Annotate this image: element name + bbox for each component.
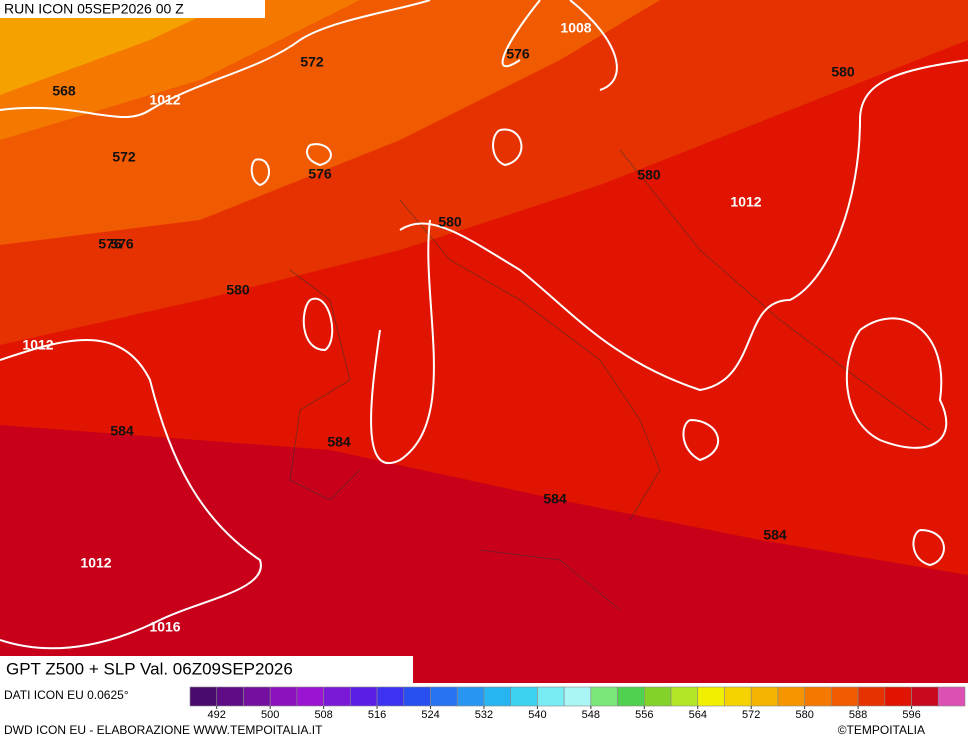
contour-label: 1012 (80, 555, 111, 571)
color-swatch (911, 686, 939, 707)
color-swatch (937, 686, 966, 707)
title-box (0, 656, 413, 683)
tick-label: 524 (421, 709, 439, 721)
tick-label: 548 (582, 709, 600, 721)
contour-label: 580 (831, 64, 855, 80)
color-swatch (350, 686, 378, 707)
color-swatch (430, 686, 458, 707)
color-swatch (831, 686, 859, 707)
contour-label: 576 (110, 236, 134, 252)
color-swatch (617, 686, 645, 707)
contour-label: 584 (327, 434, 351, 450)
color-swatch (510, 686, 538, 707)
coastline (289, 149, 931, 611)
color-swatch (243, 686, 271, 707)
contour-label: 576 (506, 46, 530, 62)
color-swatch (563, 686, 592, 707)
color-swatch (750, 686, 779, 707)
color-swatch (483, 686, 511, 707)
color-swatch (403, 686, 431, 707)
color-swatch (376, 686, 405, 707)
color-swatch (644, 686, 672, 707)
tick-label: 540 (528, 709, 546, 721)
isobar (0, 0, 431, 118)
contour-labels: 5685725725765765765765805805805805845845… (22, 20, 854, 635)
tick-label: 556 (635, 709, 653, 721)
contour-label: 1012 (730, 194, 761, 210)
contour-label: 1008 (560, 20, 591, 36)
color-swatch (323, 686, 351, 707)
tick-label: 572 (742, 709, 760, 721)
credit: DWD ICON EU - ELABORAZIONE WWW.TEMPOITAL… (4, 723, 323, 737)
contour-label: 572 (300, 54, 324, 70)
contour-label: 576 (308, 166, 332, 182)
contour-label: 584 (110, 423, 134, 439)
run-label: RUN ICON 05SEP2026 00 Z (4, 1, 184, 17)
contour-label: 1016 (149, 619, 180, 635)
contour-label: 1012 (149, 92, 180, 108)
isobar (302, 297, 948, 567)
tick-label: 500 (261, 709, 279, 721)
color-swatch (189, 686, 218, 707)
color-swatch (724, 686, 752, 707)
color-swatch (884, 686, 912, 707)
tick-label: 492 (208, 709, 226, 721)
header-box (0, 0, 265, 18)
isobar (250, 128, 523, 187)
band-564 (0, 0, 235, 95)
tick-label: 564 (689, 709, 707, 721)
tick-label: 588 (849, 709, 867, 721)
isobar (501, 0, 618, 91)
isobar (399, 59, 968, 392)
color-swatch (777, 686, 805, 707)
contour-label: 568 (52, 83, 76, 99)
contour-label: 584 (763, 527, 787, 543)
color-swatch (216, 686, 244, 707)
colorbar: 492 500 508 516 524 532 540 548 556 564 572 580 588 5… (189, 686, 966, 721)
color-swatch (537, 686, 565, 707)
color-swatch (269, 686, 298, 707)
contour-label: 584 (543, 491, 567, 507)
contour-label: 1012 (22, 337, 53, 353)
map (0, 0, 968, 683)
color-swatch (857, 686, 886, 707)
contour-label: 576 (98, 236, 122, 252)
tick-label: 508 (314, 709, 332, 721)
map-title: GPT Z500 + SLP Val. 06Z09SEP2026 (6, 659, 293, 678)
contour-label: 572 (112, 149, 136, 165)
copyright: ©TEMPOITALIA (838, 723, 925, 737)
color-swatch (670, 686, 699, 707)
contour-label: 580 (637, 167, 661, 183)
contour-label: 580 (438, 214, 462, 230)
color-swatch (590, 686, 618, 707)
source: DATI ICON EU 0.0625° (4, 688, 129, 702)
color-swatch (804, 686, 832, 707)
color-swatch (296, 686, 324, 707)
color-swatch (697, 686, 725, 707)
tick-label: 580 (795, 709, 813, 721)
color-swatch (456, 686, 485, 707)
tick-label: 532 (475, 709, 493, 721)
tick-label: 516 (368, 709, 386, 721)
contour-label: 580 (226, 282, 250, 298)
tick-label: 596 (902, 709, 920, 721)
isobar (0, 219, 435, 650)
